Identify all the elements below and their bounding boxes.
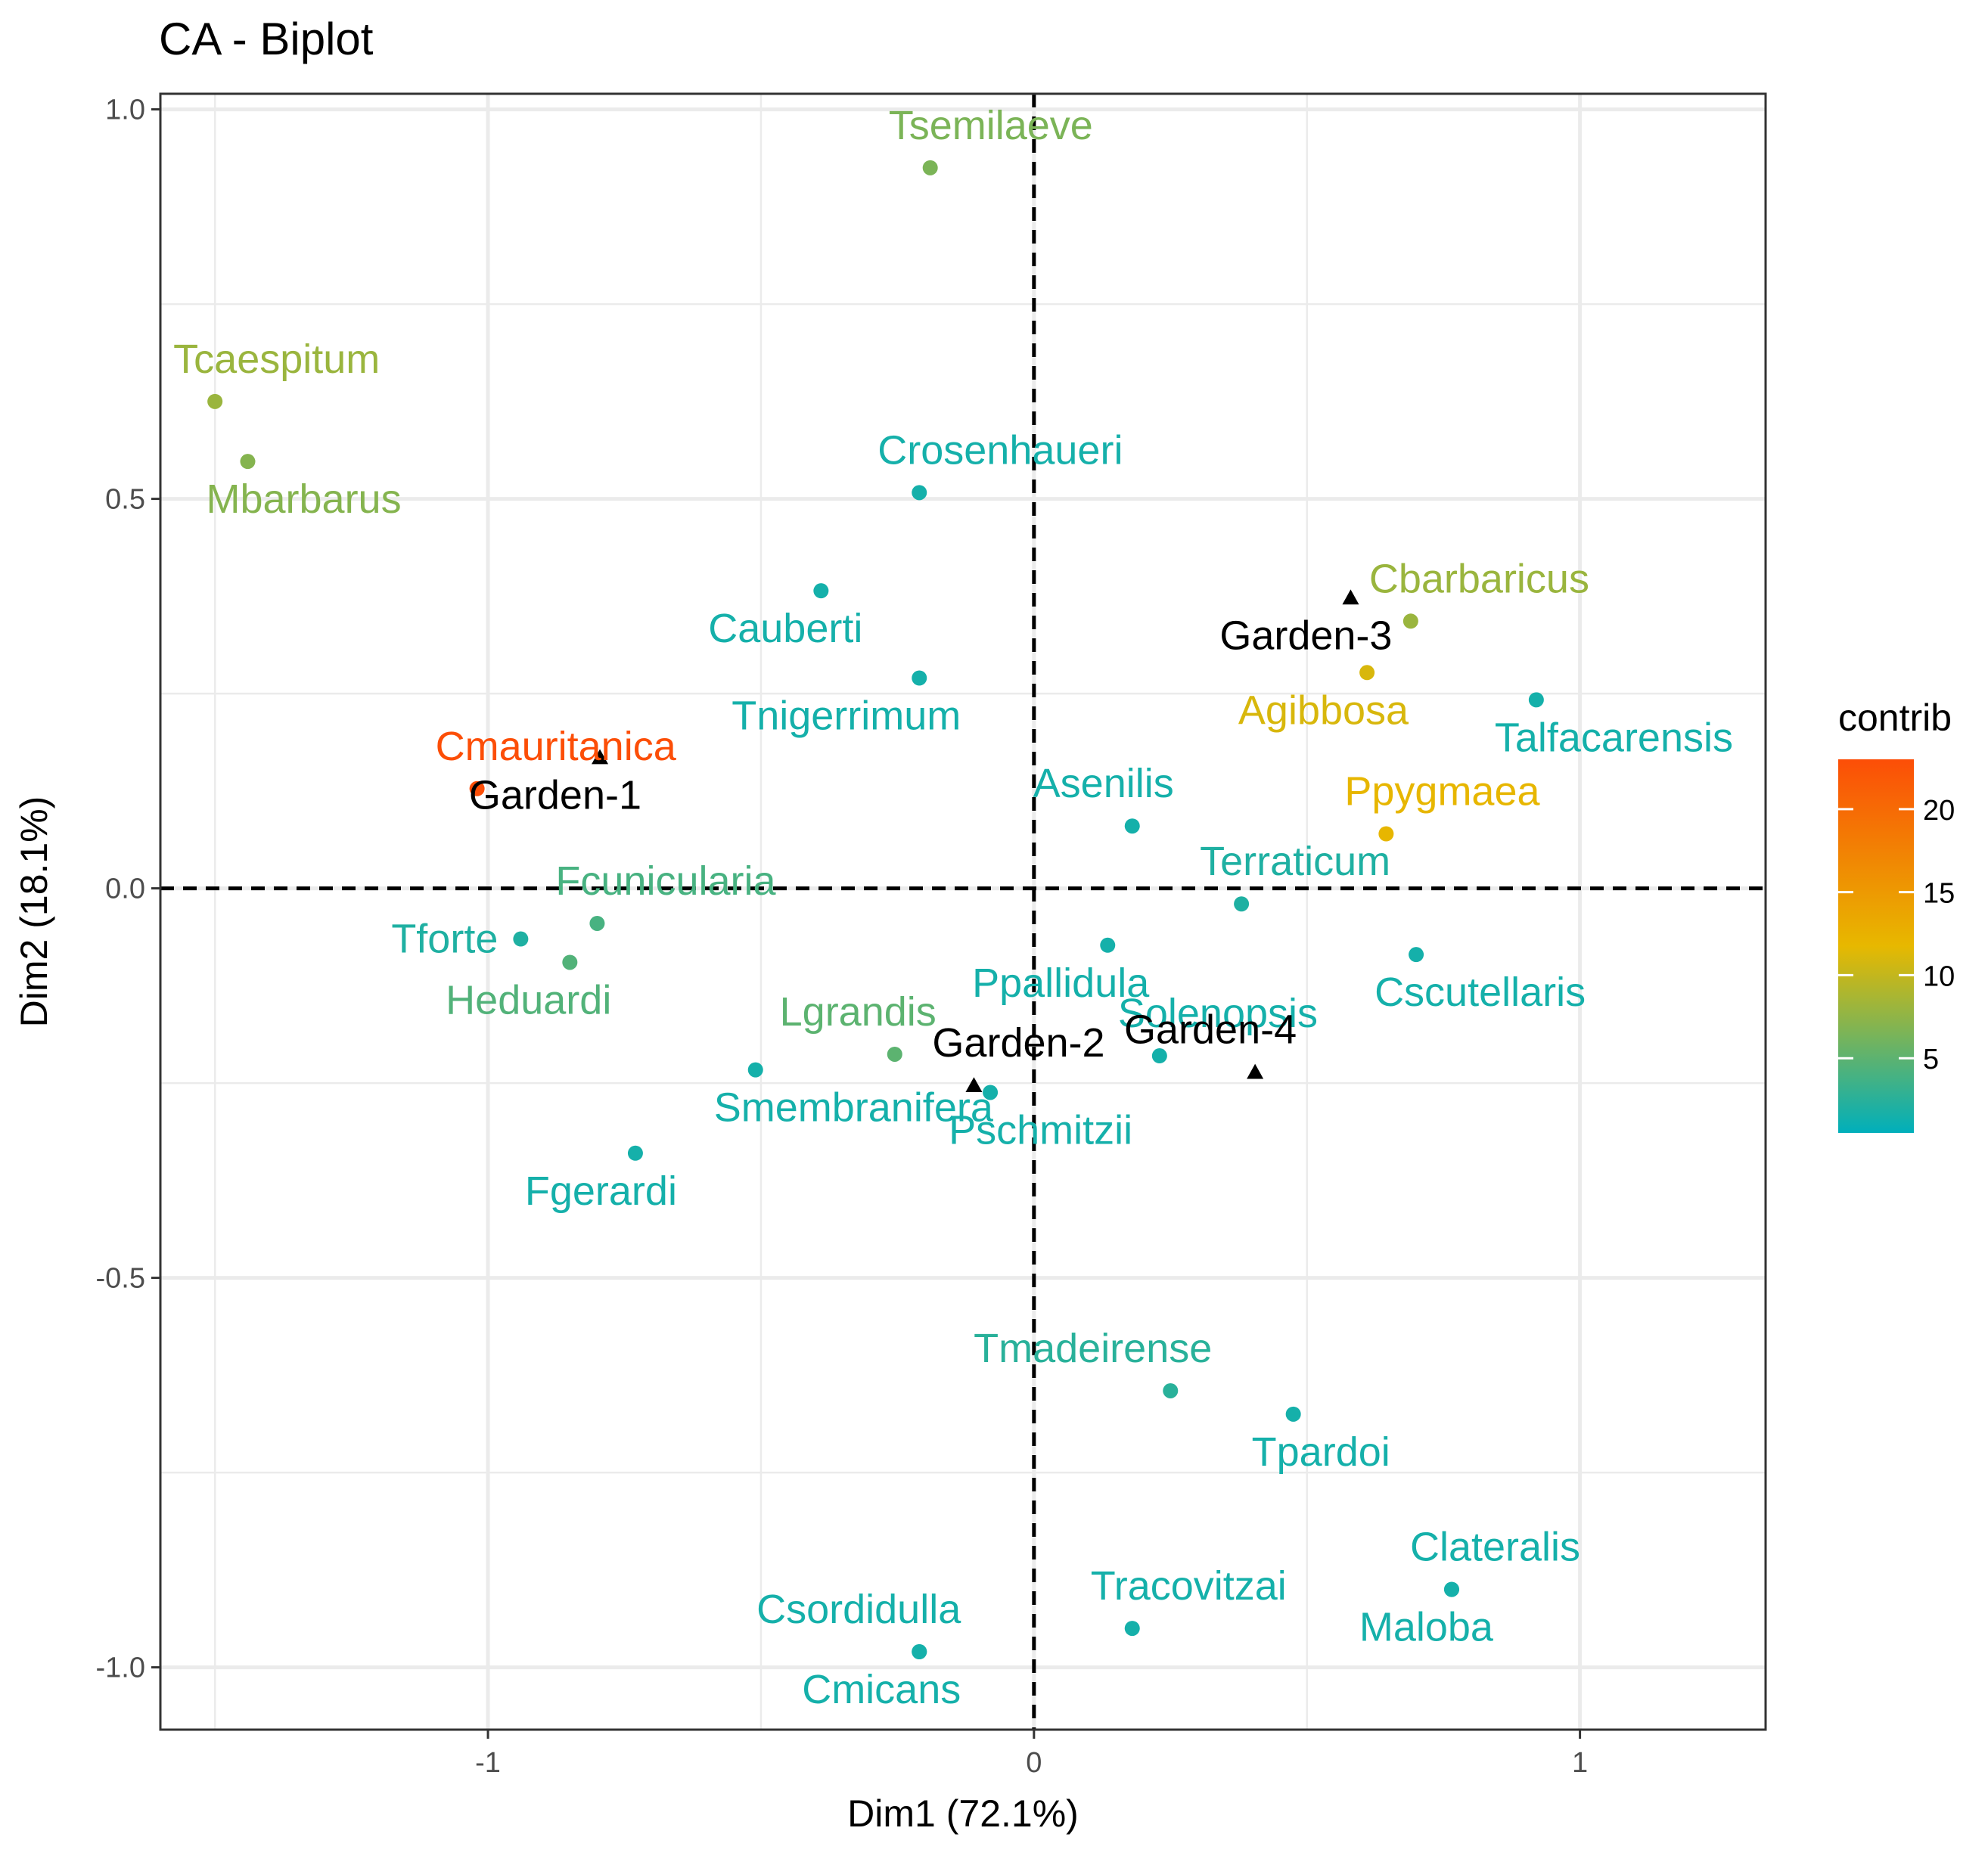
row-point-garden-4 [1247, 1063, 1264, 1079]
data-labels: Tsemilaeve Tcaespitum Mbarbarus Crosenhauer… [173, 103, 1733, 1712]
column-point-pschmitzii [983, 1085, 999, 1100]
y-tick-label: 0.5 [105, 484, 145, 516]
column-label-mbarbarus: Mbarbarus [206, 476, 401, 522]
column-point-tforte [513, 931, 529, 947]
column-label-ppygmaea: Ppygmaea [1344, 769, 1540, 815]
column-label-maloba: Maloba [1359, 1605, 1494, 1650]
y-tick-label: 1.0 [105, 95, 145, 126]
legend-tick-label: 15 [1923, 878, 1955, 910]
column-point-cmauritanica [469, 780, 485, 796]
y-tick-label: -1.0 [96, 1653, 145, 1684]
x-axis: -1 0 1 [475, 1730, 1588, 1779]
column-point-mbarbarus [240, 454, 256, 470]
row-point-garden-2 [965, 1077, 983, 1092]
column-point-smembranifera [747, 1062, 763, 1078]
column-point-tnigerrimum [912, 670, 927, 686]
column-label-terraticum: Terraticum [1200, 839, 1390, 884]
column-label-cbarbaricus: Cbarbaricus [1369, 556, 1589, 601]
reference-lines [160, 94, 1766, 1730]
column-label-smembranifera: Smembranifera [714, 1085, 994, 1131]
column-point-cauberti [813, 583, 829, 599]
column-label-cmauritanica: Cmauritanica [436, 724, 677, 769]
y-tick-label: -0.5 [96, 1263, 145, 1295]
legend-colorbar [1838, 759, 1914, 1133]
contrib-legend: contrib 5 10 15 20 [1838, 697, 1955, 1133]
column-label-fcunicularia: Fcunicularia [555, 858, 776, 904]
column-point-ppygmaea [1378, 826, 1394, 842]
column-point-fcunicularia [589, 915, 605, 931]
column-label-lgrandis: Lgrandis [780, 989, 937, 1035]
row-label-garden-2: Garden-2 [932, 1020, 1104, 1066]
column-point-cbarbaricus [1402, 613, 1418, 629]
column-label-tcaespitum: Tcaespitum [173, 337, 380, 382]
column-point-asenilis [1124, 818, 1140, 834]
column-point-cscutellaris [1409, 947, 1424, 963]
y-axis: -1.0 -0.5 0.0 0.5 1.0 [96, 95, 160, 1684]
column-label-tracovitzai: Tracovitzai [1091, 1563, 1287, 1609]
column-point-tsemilaeve [922, 160, 938, 175]
column-label-agibbosa: Agibbosa [1238, 687, 1409, 733]
column-label-cmicans: Cmicans [802, 1667, 961, 1712]
column-label-tpardoi: Tpardoi [1252, 1429, 1390, 1475]
grid [160, 94, 1766, 1730]
column-label-fgerardi: Fgerardi [525, 1168, 677, 1214]
column-point-crosenhaueri [912, 485, 927, 501]
chart-title: CA - Biplot [159, 14, 374, 64]
column-point-lgrandis [887, 1046, 902, 1062]
column-point-tracovitzai [1124, 1621, 1140, 1637]
column-label-cauberti: Cauberti [708, 606, 862, 651]
column-label-csordidulla: Csordidulla [756, 1587, 961, 1632]
row-point-garden-3 [1342, 589, 1359, 605]
legend-ticks: 5 10 15 20 [1838, 795, 1955, 1075]
y-axis-title: Dim2 (18.1%) [13, 796, 55, 1028]
column-point-fgerardi [627, 1145, 643, 1161]
column-point-terraticum [1234, 896, 1250, 912]
column-point-ppallidula [1100, 937, 1116, 953]
column-label-cscutellaris: Cscutellaris [1375, 970, 1586, 1015]
column-label-solenopsis: Solenopsis [1118, 991, 1318, 1036]
column-point-cmicans [912, 1644, 927, 1659]
column-point-heduardi [562, 954, 578, 970]
data-marks [207, 160, 1544, 1659]
x-tick-label: 0 [1026, 1747, 1042, 1779]
column-label-heduardi: Heduardi [446, 977, 611, 1023]
x-tick-label: -1 [475, 1747, 501, 1779]
column-label-crosenhaueri: Crosenhaueri [878, 427, 1123, 473]
column-point-solenopsis [1151, 1048, 1167, 1064]
row-label-garden-4: Garden-4 [1124, 1007, 1297, 1053]
column-label-talfacarensis: Talfacarensis [1495, 715, 1733, 760]
legend-title: contrib [1838, 697, 1952, 739]
column-label-tmadeirense: Tmadeirense [974, 1326, 1212, 1371]
legend-tick-label: 20 [1923, 795, 1955, 827]
column-label-pschmitzii: Pschmitzii [949, 1107, 1132, 1153]
row-point-garden-1 [592, 749, 609, 765]
column-point-maloba [1443, 1581, 1459, 1597]
legend-tick-label: 10 [1923, 960, 1955, 992]
column-point-talfacarensis [1528, 692, 1544, 708]
y-tick-label: 0.0 [105, 874, 145, 905]
x-tick-label: 1 [1572, 1747, 1588, 1779]
plot-panel-border [159, 92, 1767, 1731]
legend-tick-label: 5 [1923, 1044, 1939, 1075]
x-axis-title: Dim1 (72.1%) [847, 1792, 1079, 1835]
column-label-asenilis: Asenilis [1033, 761, 1174, 806]
column-label-ppallidula: Ppallidula [972, 960, 1150, 1006]
column-point-tmadeirense [1163, 1383, 1179, 1398]
column-label-tforte: Tforte [391, 917, 498, 962]
column-point-tcaespitum [207, 393, 223, 409]
row-label-garden-1: Garden-1 [469, 773, 641, 818]
column-point-tpardoi [1285, 1406, 1301, 1422]
row-label-garden-3: Garden-3 [1219, 613, 1392, 658]
column-label-tnigerrimum: Tnigerrimum [732, 694, 961, 739]
column-point-agibbosa [1359, 665, 1375, 681]
column-label-clateralis: Clateralis [1410, 1525, 1580, 1570]
column-label-tsemilaeve: Tsemilaeve [889, 103, 1093, 148]
